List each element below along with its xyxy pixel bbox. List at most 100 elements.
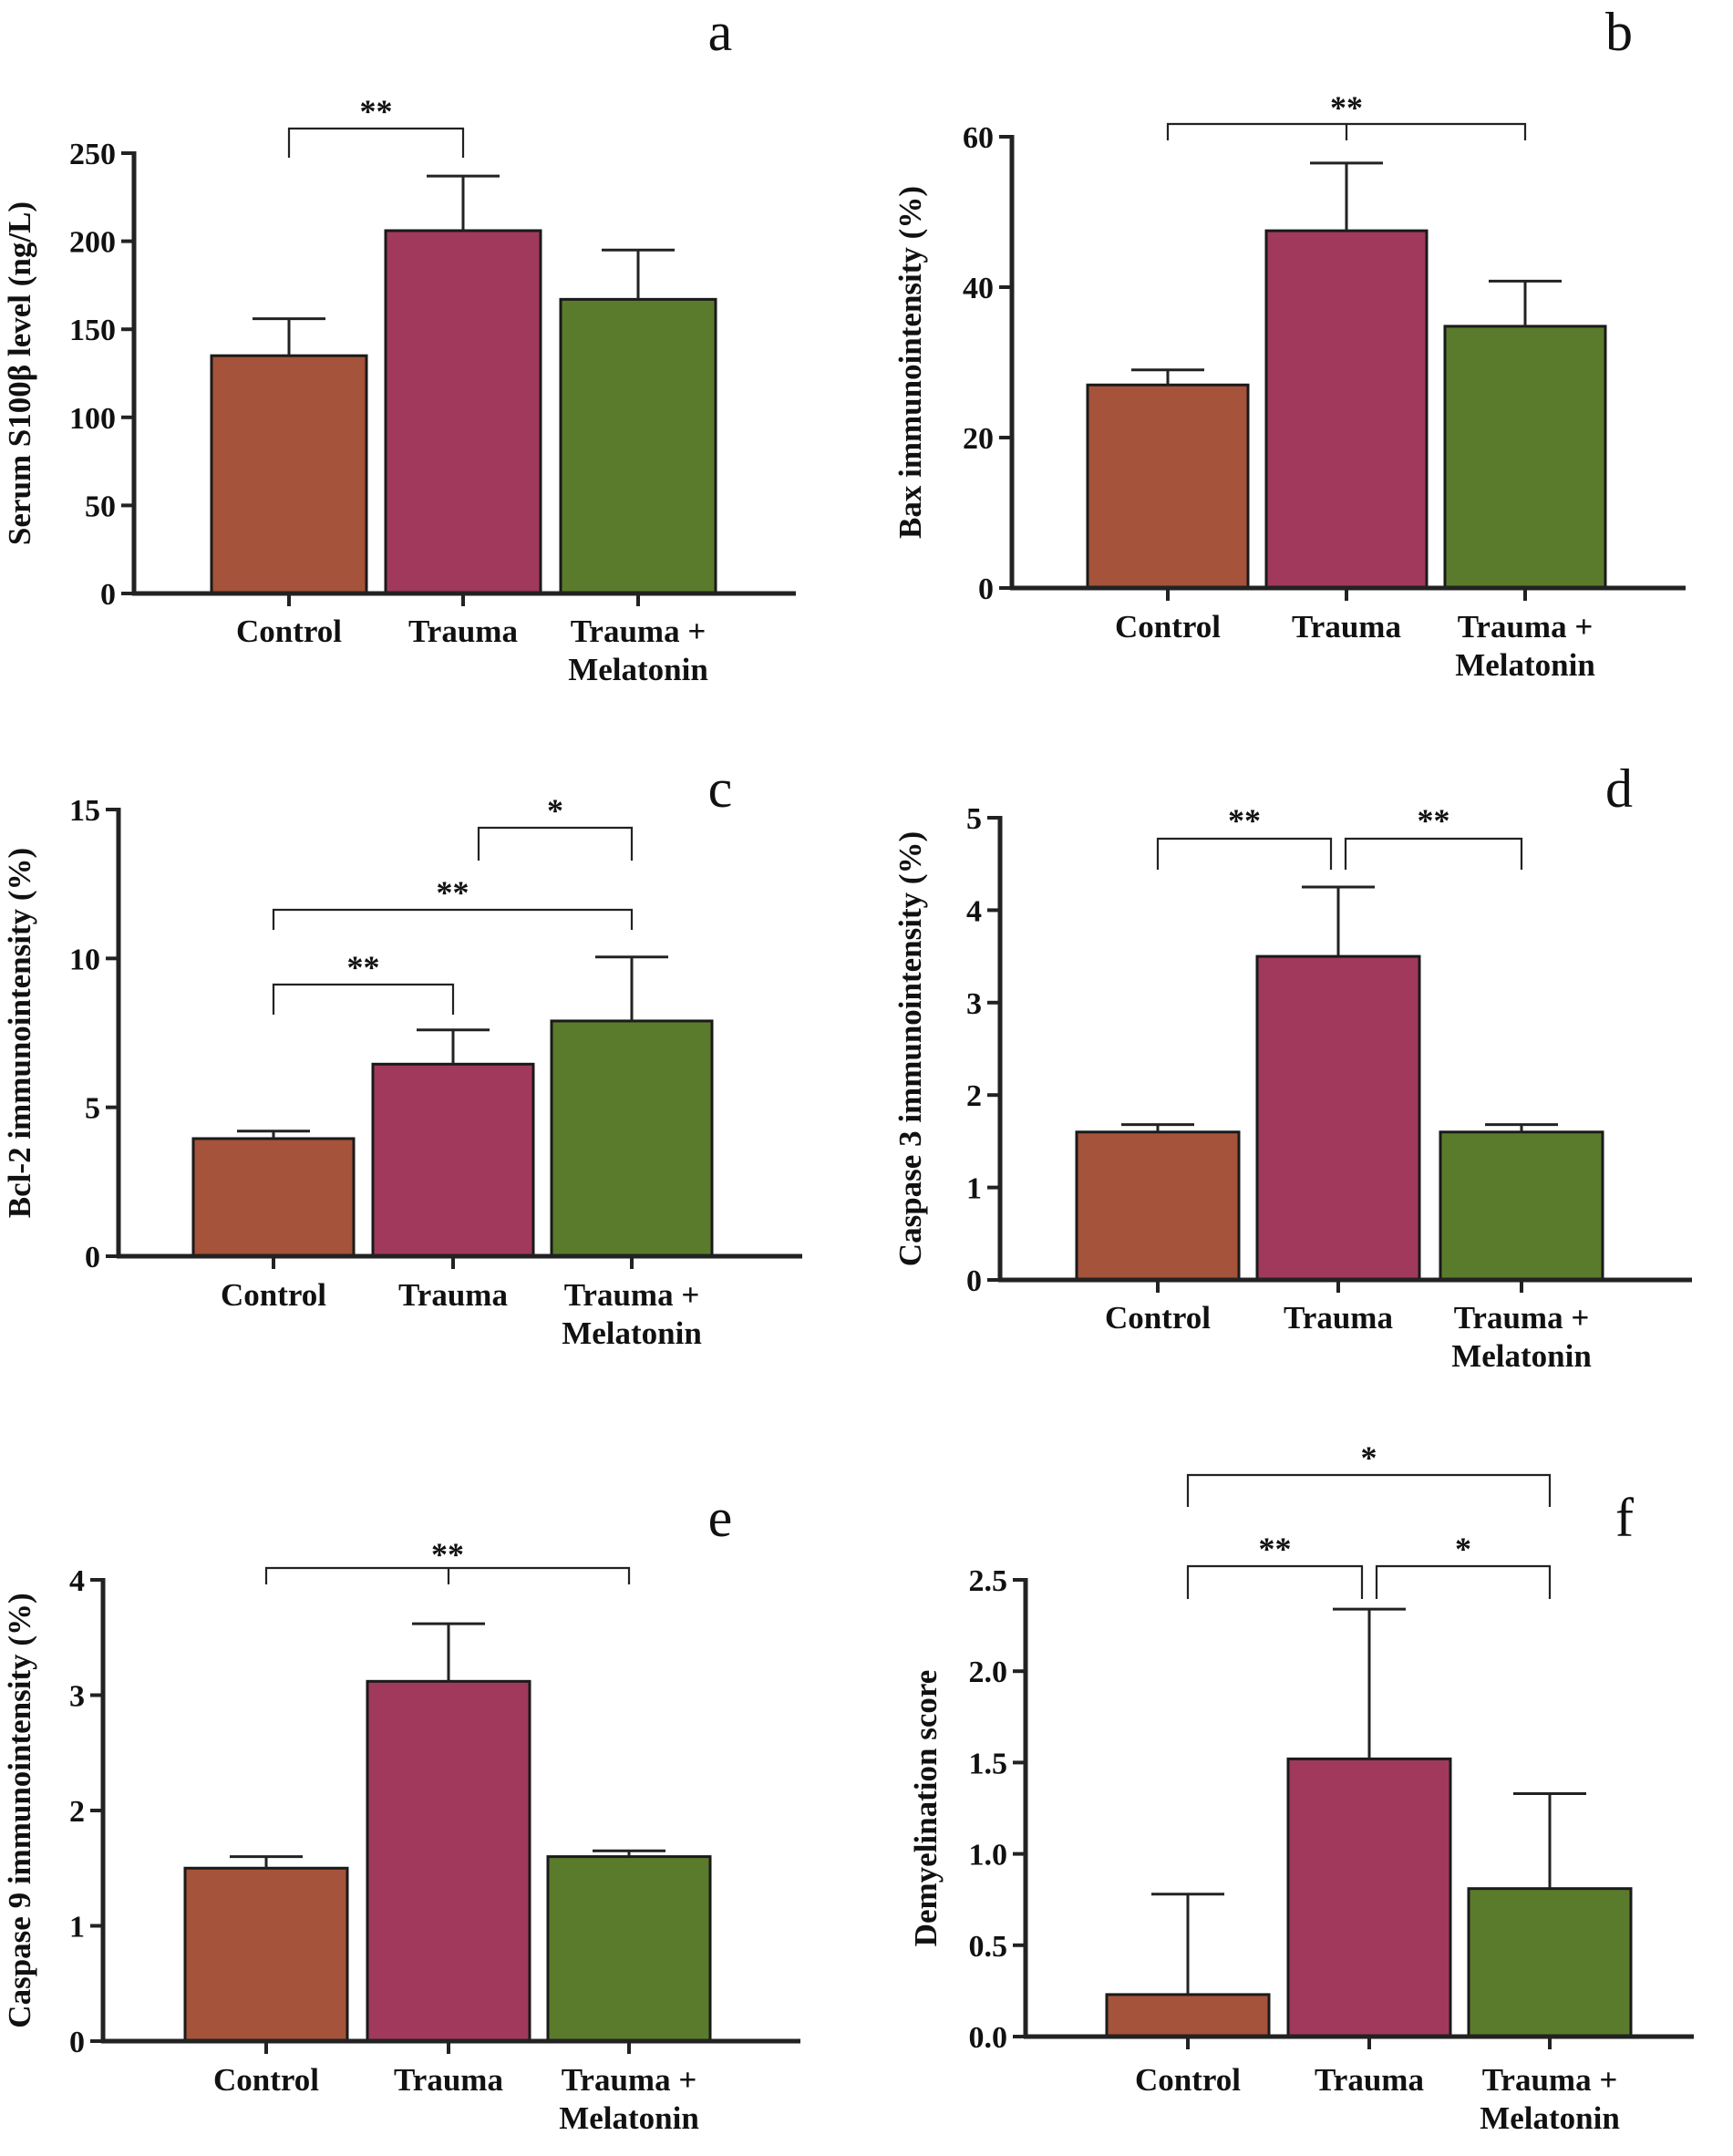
x-category-label: Trauma + Melatonin — [562, 1277, 702, 1351]
y-tick-label: 2 — [69, 1795, 85, 1829]
bar-control — [210, 354, 368, 595]
panel-letter: c — [708, 758, 733, 819]
significance-bracket — [1156, 837, 1333, 870]
bar-control — [1086, 383, 1250, 590]
y-tick-label: 250 — [69, 138, 116, 171]
y-axis-label: Demyelination score — [908, 1670, 944, 1947]
y-tick-label: 60 — [963, 121, 994, 155]
y-tick-label: 40 — [963, 272, 994, 305]
significance-label: * — [1455, 1531, 1471, 1567]
x-category-label: Control — [236, 614, 342, 649]
bar-control — [191, 1137, 356, 1258]
significance-bracket — [1375, 1564, 1552, 1599]
x-category-label: Trauma — [1284, 1300, 1393, 1336]
y-tick-label: 50 — [85, 490, 116, 523]
significance-label: ** — [1259, 1531, 1292, 1567]
y-axis-label: Caspase 9 immunointensity (%) — [2, 1593, 37, 2027]
x-category-label: Trauma + Melatonin — [568, 614, 708, 687]
panel-b: b 0 20 40 60 Control Trauma Trauma + Melatonin Ba… — [892, 2, 1686, 683]
panel-letter: e — [708, 1488, 733, 1548]
bar-trauma-melatonin — [546, 1855, 712, 2043]
significance-label: ** — [360, 93, 393, 129]
y-tick-label: 0.0 — [969, 2021, 1008, 2055]
x-category-label: Control — [1105, 1300, 1211, 1336]
y-tick-label: 3 — [966, 987, 982, 1021]
panel-letter: d — [1605, 758, 1633, 819]
bar-trauma-melatonin — [1467, 1887, 1633, 2038]
y-tick-label: 20 — [963, 422, 994, 456]
panel-f: f 0.0 0.5 1.0 1.5 2.0 2.5 Control Trauma Trauma +… — [908, 1439, 1694, 2136]
x-category-label: Control — [1135, 2062, 1241, 2098]
y-tick-label: 15 — [69, 794, 100, 828]
y-tick-label: 0 — [978, 573, 994, 606]
panel-d: d 0 1 2 3 4 5 Control Trauma Trauma + Melatonin Cas… — [892, 758, 1692, 1374]
significance-label: ** — [431, 1536, 464, 1573]
bar-trauma — [366, 1679, 531, 2043]
bar-trauma-melatonin — [550, 1019, 714, 1258]
panel-letter: b — [1605, 2, 1633, 62]
bar-control — [1105, 1993, 1271, 2038]
panel-a: a 0 50 100 150 200 250 Control Trauma Trauma + Mel… — [2, 2, 796, 687]
bar-trauma-melatonin — [1443, 325, 1607, 590]
significance-label: * — [1361, 1439, 1377, 1476]
bar-trauma — [384, 229, 542, 595]
x-category-label: Trauma — [408, 614, 518, 649]
x-category-label: Trauma + Melatonin — [1455, 609, 1595, 683]
significance-bracket — [272, 983, 455, 1015]
y-tick-label: 2.0 — [969, 1656, 1008, 1689]
y-tick-label: 10 — [69, 943, 100, 976]
significance-bracket — [272, 908, 634, 930]
bar-trauma — [1286, 1757, 1452, 2038]
x-category-label: Trauma — [394, 2062, 503, 2098]
bar-control — [183, 1866, 349, 2043]
significance-label: ** — [437, 874, 469, 911]
significance-label: ** — [1418, 802, 1450, 839]
bar-trauma — [1264, 229, 1429, 590]
bar-control — [1075, 1130, 1241, 1282]
significance-label: * — [547, 792, 563, 829]
y-axis-label: Bax immunointensity (%) — [892, 186, 928, 539]
x-category-label: Trauma — [1315, 2062, 1424, 2098]
y-tick-label: 0 — [100, 578, 116, 612]
y-axis-label: Caspase 3 immunointensity (%) — [892, 831, 928, 1266]
y-tick-label: 5 — [966, 802, 982, 836]
y-tick-label: 1 — [69, 1911, 85, 1945]
x-category-label: Trauma — [398, 1277, 508, 1313]
significance-label: ** — [347, 949, 380, 985]
y-tick-label: 1.0 — [969, 1839, 1008, 1872]
y-tick-label: 4 — [69, 1564, 85, 1598]
bar-trauma-melatonin — [1439, 1130, 1604, 1282]
significance-label: ** — [1228, 802, 1261, 839]
panel-letter: a — [708, 2, 733, 62]
significance-bracket — [477, 826, 634, 861]
panel-letter: f — [1615, 1488, 1634, 1548]
y-tick-label: 1.5 — [969, 1747, 1008, 1780]
significance-bracket — [1344, 837, 1523, 870]
y-axis-label: Bcl-2 immunointensity (%) — [2, 848, 37, 1218]
panel-e: e 0 1 2 3 4 Control Trauma Trauma + Melatonin Casp… — [2, 1488, 800, 2136]
y-tick-label: 0 — [966, 1264, 982, 1298]
x-category-label: Control — [221, 1277, 326, 1313]
x-category-label: Trauma + Melatonin — [1480, 2062, 1620, 2136]
significance-bracket — [1186, 1564, 1364, 1599]
y-tick-label: 150 — [69, 314, 116, 347]
x-category-label: Trauma + Melatonin — [1451, 1300, 1592, 1374]
y-tick-label: 0 — [69, 2026, 85, 2059]
significance-label: ** — [1330, 89, 1363, 126]
significance-bracket — [1186, 1473, 1552, 1507]
y-tick-label: 2.5 — [969, 1564, 1008, 1598]
bar-trauma — [371, 1062, 535, 1258]
x-category-label: Trauma — [1292, 609, 1401, 645]
y-tick-label: 5 — [85, 1092, 100, 1126]
y-tick-label: 1 — [966, 1172, 982, 1206]
y-tick-label: 200 — [69, 226, 116, 260]
x-category-label: Control — [213, 2062, 319, 2098]
y-tick-label: 4 — [966, 894, 982, 928]
x-category-label: Trauma + Melatonin — [559, 2062, 699, 2136]
y-tick-label: 100 — [69, 402, 116, 436]
bar-trauma-melatonin — [559, 297, 717, 595]
x-category-label: Control — [1115, 609, 1221, 645]
y-tick-label: 3 — [69, 1680, 85, 1714]
